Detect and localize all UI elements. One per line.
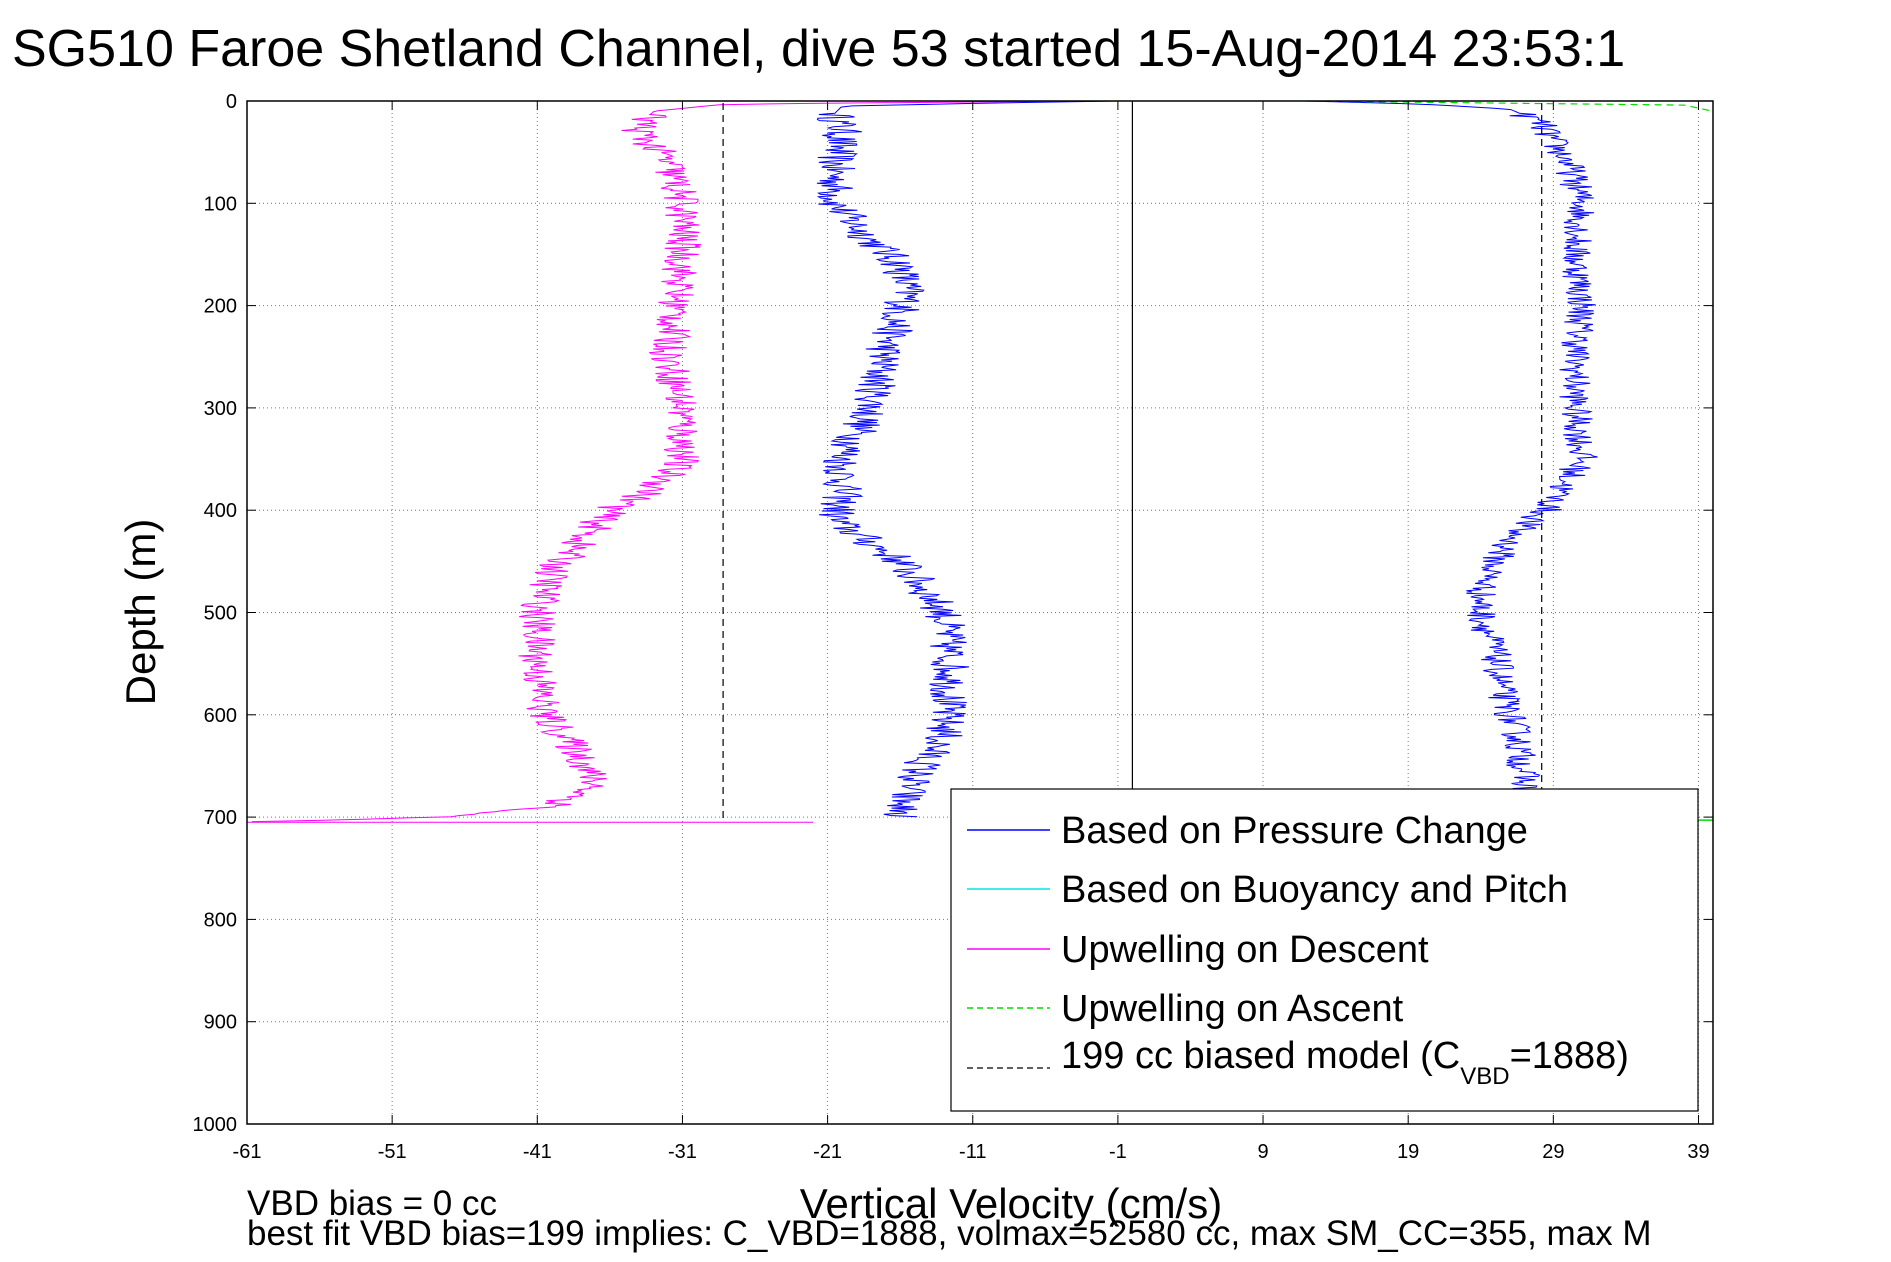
x-tick-label: -51 <box>378 1141 407 1163</box>
y-tick-label: 200 <box>204 296 237 318</box>
x-tick-label: 9 <box>1257 1141 1268 1163</box>
legend-label-pressure: Based on Pressure Change <box>1061 810 1528 852</box>
series-pressure_descent <box>816 100 1118 818</box>
y-tick-label: 700 <box>204 807 237 829</box>
series-layer <box>247 100 1714 823</box>
y-tick-label: 1000 <box>193 1114 238 1136</box>
legend-label-upwelling-descent: Upwelling on Descent <box>1061 929 1429 971</box>
x-tick-label: 39 <box>1687 1141 1709 1163</box>
legend-label-buoyancy: Based on Buoyancy and Pitch <box>1061 869 1568 911</box>
legend-label-model-main: 199 cc biased model (C <box>1061 1035 1460 1077</box>
legend: Based on Pressure Change Based on Buoyan… <box>950 788 1699 1112</box>
y-axis-ticks: 0 100 200 300 400 500 600 700 800 900 1000 <box>193 91 1713 1136</box>
y-tick-label: 500 <box>204 603 237 625</box>
x-tick-label: -1 <box>1109 1141 1127 1163</box>
y-tick-label: 300 <box>204 398 237 420</box>
x-tick-label: -41 <box>523 1141 552 1163</box>
y-tick-label: 100 <box>204 193 237 215</box>
footer-line-2: best fit VBD bias=199 implies: C_VBD=188… <box>247 1214 1652 1253</box>
legend-label-model-sub: VBD <box>1460 1063 1509 1090</box>
y-axis-label: Depth (m) <box>117 519 164 706</box>
y-tick-label: 900 <box>204 1012 237 1034</box>
footer-line-1: VBD bias = 0 cc <box>247 1184 497 1223</box>
x-tick-label: 19 <box>1397 1141 1419 1163</box>
y-tick-label: 800 <box>204 909 237 931</box>
x-tick-label: -31 <box>668 1141 697 1163</box>
legend-label-upwelling-ascent: Upwelling on Ascent <box>1061 988 1404 1030</box>
x-tick-label: -61 <box>233 1141 262 1163</box>
legend-box <box>950 788 1699 1112</box>
legend-label-model-tail: =1888) <box>1510 1035 1629 1077</box>
x-tick-label: -21 <box>813 1141 842 1163</box>
x-axis-label: Vertical Velocity (cm/s) <box>800 1180 1222 1227</box>
x-tick-label: -11 <box>959 1141 986 1163</box>
x-tick-label: 29 <box>1542 1141 1564 1163</box>
series-pressure_ascent <box>1306 100 1598 797</box>
y-tick-label: 600 <box>204 705 237 727</box>
series-upwelling_ascent <box>1306 100 1714 112</box>
series-upwelling_descent <box>251 100 1089 823</box>
chart-title: SG510 Faroe Shetland Channel, dive 53 st… <box>12 20 1625 78</box>
x-axis-ticks: -61 -51 -41 -31 -21 -11 -1 9 19 29 39 <box>233 101 1710 1163</box>
legend-label-model: 199 cc biased model (CVBD=1888) <box>1061 1035 1629 1090</box>
y-tick-label: 400 <box>204 500 237 522</box>
y-tick-label: 0 <box>226 91 237 113</box>
